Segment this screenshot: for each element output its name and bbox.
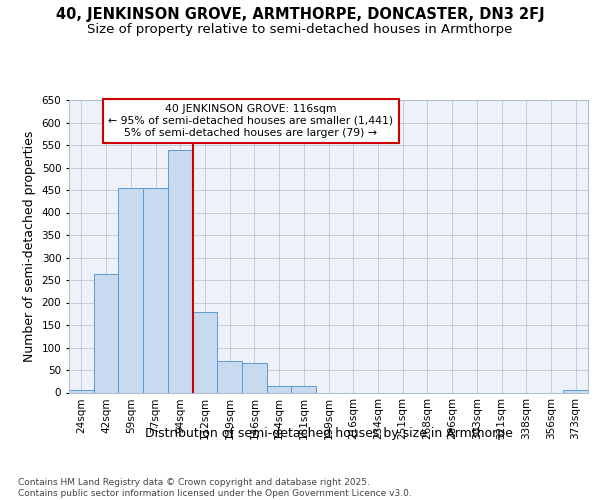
Bar: [168, 150, 193, 392]
Text: 40, JENKINSON GROVE, ARMTHORPE, DONCASTER, DN3 2FJ: 40, JENKINSON GROVE, ARMTHORPE, DONCASTE…: [56, 8, 544, 22]
Text: Contains HM Land Registry data © Crown copyright and database right 2025.
Contai: Contains HM Land Registry data © Crown c…: [18, 478, 412, 498]
Text: Distribution of semi-detached houses by size in Armthorpe: Distribution of semi-detached houses by …: [145, 428, 513, 440]
Bar: [193, 312, 217, 392]
Bar: [143, 188, 168, 392]
Text: 40 JENKINSON GROVE: 116sqm
← 95% of semi-detached houses are smaller (1,441)
5% : 40 JENKINSON GROVE: 116sqm ← 95% of semi…: [108, 104, 393, 138]
Bar: [118, 188, 143, 392]
Bar: [267, 386, 292, 392]
Bar: [563, 390, 588, 392]
Bar: [242, 363, 267, 392]
Bar: [94, 274, 118, 392]
Bar: [69, 390, 94, 392]
Y-axis label: Number of semi-detached properties: Number of semi-detached properties: [23, 130, 36, 362]
Text: Size of property relative to semi-detached houses in Armthorpe: Size of property relative to semi-detach…: [88, 22, 512, 36]
Bar: [292, 386, 316, 392]
Bar: [217, 361, 242, 392]
